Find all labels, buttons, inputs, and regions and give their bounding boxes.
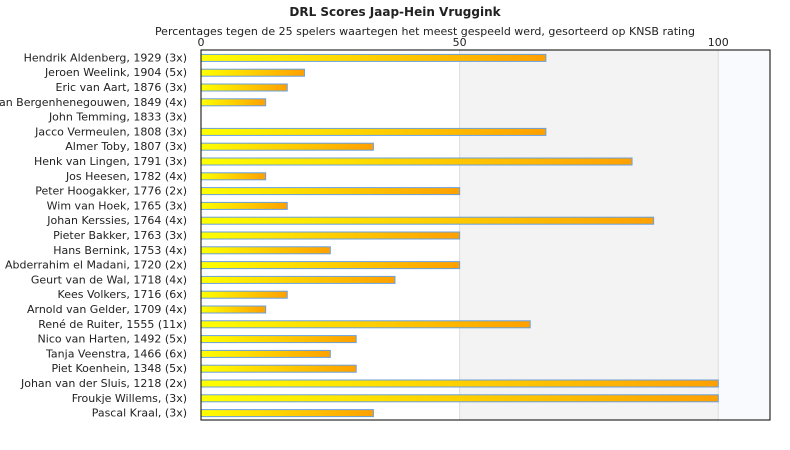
y-tick-label: Abderrahim el Madani, 1720 (2x)	[5, 259, 187, 272]
y-tick-label: Froukje Willems, (3x)	[72, 392, 187, 405]
bar	[200, 201, 288, 210]
y-tick-label: Geurt van de Wal, 1718 (4x)	[31, 273, 187, 286]
chart-subtitle: Percentages tegen de 25 spelers waartege…	[154, 25, 696, 38]
y-tick-label: Almer Toby, 1807 (3x)	[65, 140, 187, 153]
y-tick-label: Nico van Harten, 1492 (5x)	[38, 333, 187, 346]
y-tick-label: Piet Koenhein, 1348 (5x)	[51, 362, 187, 375]
y-tick-label: van Bergenhenegouwen, 1849 (4x)	[0, 96, 187, 109]
y-tick-label: Eric van Aart, 1876 (3x)	[56, 81, 187, 94]
plot-frame	[200, 49, 771, 421]
x-tick-label: 50	[453, 36, 467, 49]
chart-title: DRL Scores Jaap-Hein Vruggink	[289, 5, 501, 19]
bar	[200, 246, 331, 255]
x-tick-label: 100	[708, 36, 729, 49]
y-tick-label: Tanja Veenstra, 1466 (6x)	[45, 347, 187, 360]
bar	[200, 290, 288, 299]
y-tick-label: John Temming, 1833 (3x)	[48, 111, 187, 124]
bar	[200, 83, 288, 92]
bar	[200, 305, 267, 314]
bar	[200, 349, 331, 358]
y-tick-label: Jos Heesen, 1782 (4x)	[65, 170, 187, 183]
bar	[200, 127, 547, 136]
bar	[200, 335, 357, 344]
bar	[200, 98, 267, 107]
band-50-100	[459, 50, 719, 420]
y-tick-label: Kees Volkers, 1716 (6x)	[58, 288, 187, 301]
bar	[200, 275, 396, 284]
bar	[200, 409, 374, 418]
y-tick-label: Pascal Kraal, (3x)	[92, 407, 187, 420]
bar	[200, 364, 357, 373]
y-tick-label: Johan van der Sluis, 1218 (2x)	[20, 377, 187, 390]
bar	[200, 187, 461, 196]
bar	[200, 261, 461, 270]
y-tick-label: Jacco Vermeulen, 1808 (3x)	[34, 125, 187, 138]
bar	[200, 172, 267, 181]
bar	[200, 142, 374, 151]
y-tick-label: René de Ruiter, 1555 (11x)	[38, 318, 187, 331]
y-tick-label: Wim van Hoek, 1765 (3x)	[47, 199, 187, 212]
bar	[200, 53, 547, 62]
y-tick-label: Hendrik Aldenberg, 1929 (3x)	[24, 51, 187, 64]
band-100-plus	[718, 50, 770, 420]
bar	[200, 68, 305, 77]
y-tick-label: Henk van Lingen, 1791 (3x)	[34, 155, 187, 168]
x-tick-label: 0	[198, 36, 205, 49]
y-tick-label: Arnold van Gelder, 1709 (4x)	[27, 303, 187, 316]
bar	[200, 157, 633, 166]
y-tick-label: Pieter Bakker, 1763 (3x)	[53, 229, 187, 242]
y-tick-label: Hans Bernink, 1753 (4x)	[53, 244, 187, 257]
y-tick-label: Johan Kerssies, 1764 (4x)	[46, 214, 187, 227]
bar	[200, 320, 531, 329]
bar	[200, 231, 461, 240]
y-tick-label: Peter Hoogakker, 1776 (2x)	[35, 185, 187, 198]
bar	[200, 216, 655, 225]
bar	[200, 379, 719, 388]
y-tick-label: Jeroen Weelink, 1904 (5x)	[44, 66, 187, 79]
bar	[200, 394, 719, 403]
